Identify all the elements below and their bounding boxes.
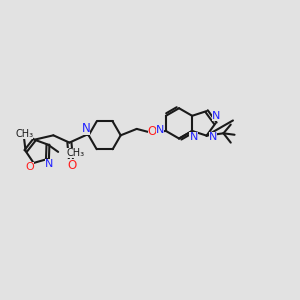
Text: N: N	[212, 111, 220, 121]
Text: O: O	[148, 125, 157, 138]
Text: CH₃: CH₃	[66, 148, 84, 158]
Text: CH₃: CH₃	[15, 128, 33, 139]
Text: N: N	[156, 125, 164, 135]
Text: N: N	[82, 122, 90, 135]
Text: N: N	[209, 132, 217, 142]
Text: O: O	[25, 162, 34, 172]
Text: O: O	[68, 158, 77, 172]
Text: N: N	[189, 132, 198, 142]
Text: N: N	[45, 159, 53, 169]
